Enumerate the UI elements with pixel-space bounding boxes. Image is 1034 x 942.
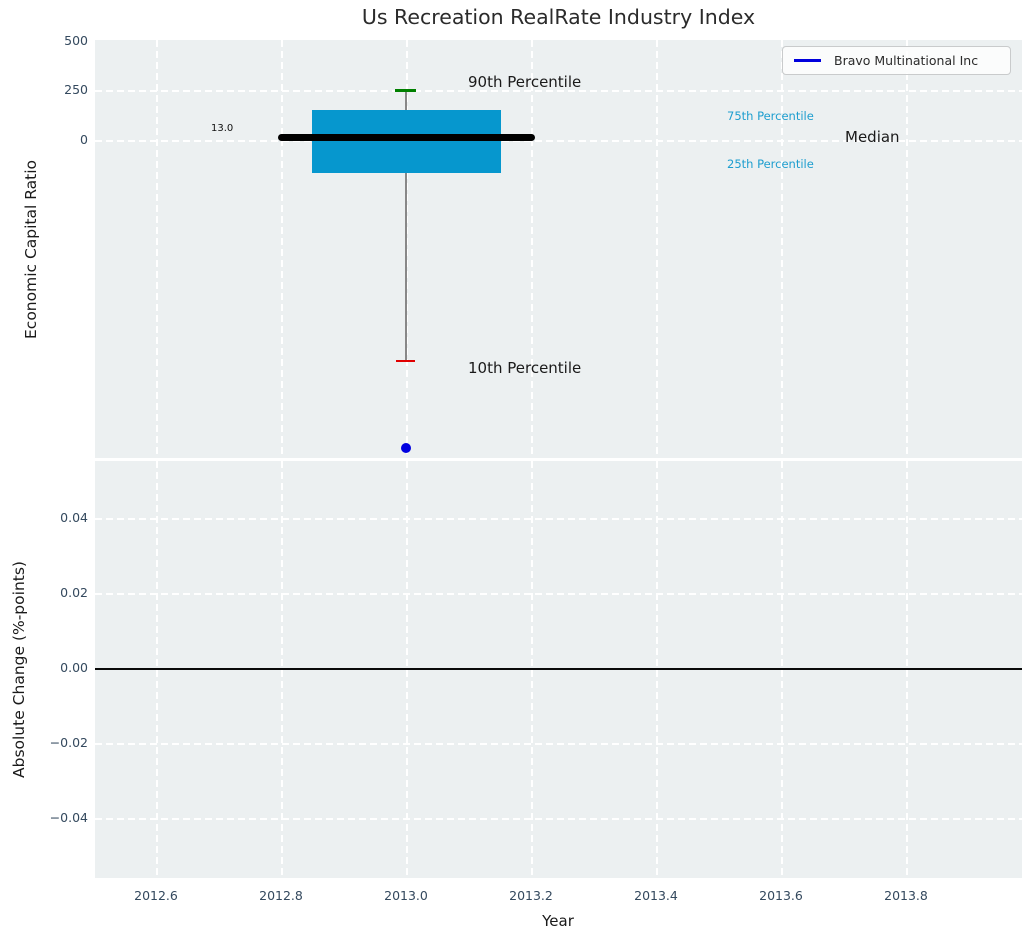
bottom-y-axis-label: Absolute Change (%-points): [10, 561, 28, 778]
annotation-25th-percentile: 25th Percentile: [727, 157, 814, 171]
gridline: [656, 40, 658, 458]
ytick-top: 500: [64, 33, 88, 48]
annotation-90th-percentile: 90th Percentile: [468, 73, 582, 91]
gridline: [531, 40, 533, 458]
chart-title: Us Recreation RealRate Industry Index: [361, 5, 756, 29]
boxplot-10th-cap: [396, 359, 415, 362]
annotation-median-value: 13.0: [211, 123, 234, 134]
ytick-bottom: −0.04: [49, 810, 88, 825]
bottom-axes: [95, 461, 1022, 878]
company-data-point: [401, 443, 411, 453]
legend-label: Bravo Multinational Inc: [834, 53, 979, 68]
gridline: [95, 140, 1022, 142]
legend-line-swatch: [794, 59, 821, 62]
annotation-median: Median: [845, 128, 900, 146]
gridline: [95, 593, 1022, 595]
annotation-75th-percentile: 75th Percentile: [727, 109, 814, 123]
xtick: 2012.6: [134, 888, 178, 903]
xtick: 2012.8: [259, 888, 303, 903]
gridline: [95, 818, 1022, 820]
ytick-top: 0: [80, 132, 88, 147]
xtick: 2013.0: [384, 888, 428, 903]
boxplot-90th-cap: [395, 89, 416, 92]
top-y-axis-label: Economic Capital Ratio: [22, 159, 40, 339]
ytick-bottom: 0.00: [60, 660, 88, 675]
xtick: 2013.4: [634, 888, 678, 903]
boxplot-box: [312, 110, 501, 173]
ytick-top: 250: [64, 82, 88, 97]
gridline: [156, 40, 158, 458]
boxplot-median-line: [278, 134, 535, 141]
zero-reference-line: [95, 668, 1022, 670]
gridline: [906, 40, 908, 458]
gridline: [95, 743, 1022, 745]
top-axes: 90th Percentile 13.0 75th Percentile Med…: [95, 40, 1022, 458]
ytick-bottom: 0.04: [60, 510, 88, 525]
gridline: [95, 90, 1022, 92]
gridline: [406, 40, 408, 458]
legend: Bravo Multinational Inc: [782, 46, 1011, 75]
gridline: [95, 518, 1022, 520]
boxplot-whisker: [405, 91, 407, 361]
xtick: 2013.8: [884, 888, 928, 903]
xtick: 2013.6: [759, 888, 803, 903]
x-axis-label: Year: [542, 912, 574, 930]
xtick: 2013.2: [509, 888, 553, 903]
gridline: [281, 40, 283, 458]
ytick-bottom: −0.02: [49, 735, 88, 750]
annotation-10th-percentile: 10th Percentile: [468, 359, 582, 377]
ytick-bottom: 0.02: [60, 585, 88, 600]
gridline: [781, 40, 783, 458]
